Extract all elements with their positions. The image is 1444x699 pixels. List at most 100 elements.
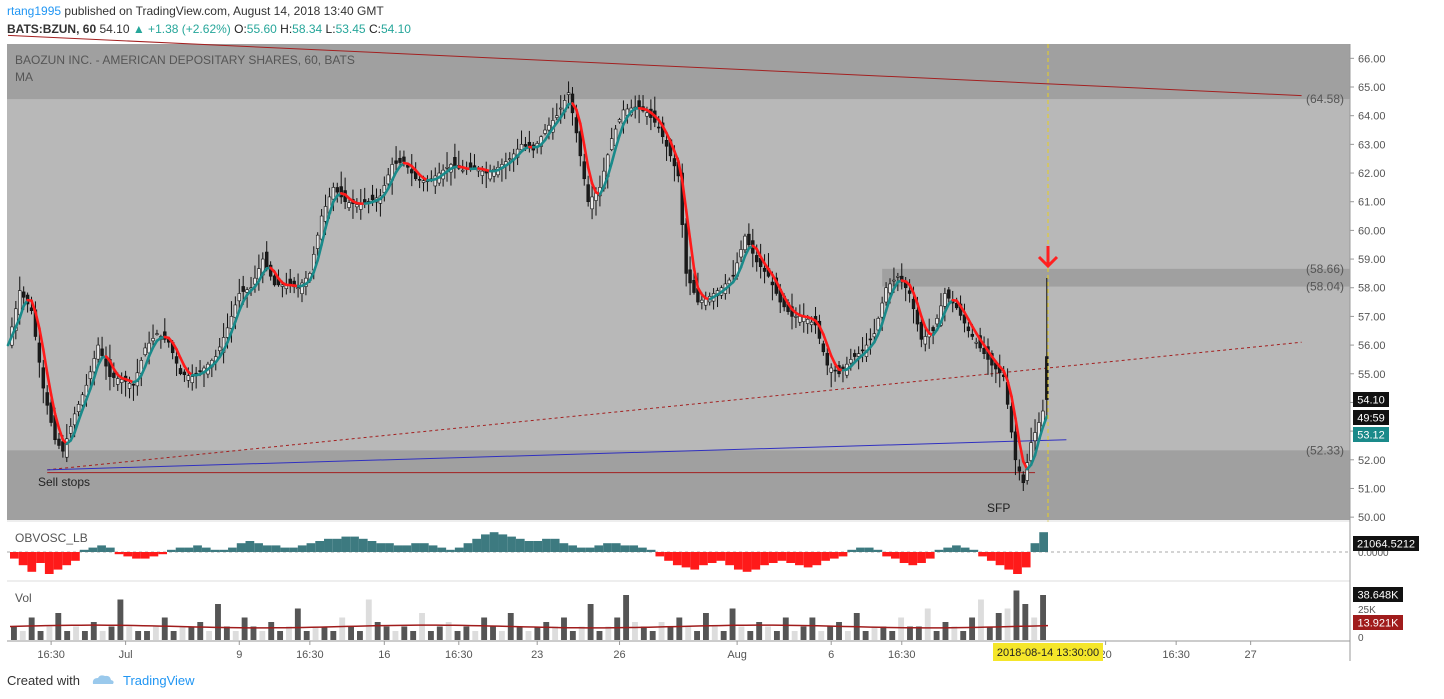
- svg-text:21064.5212: 21064.5212: [1357, 539, 1415, 551]
- ma-segment: [92, 363, 100, 379]
- volume-bar: [667, 626, 674, 640]
- volume-title: Vol: [15, 591, 32, 605]
- ma-segment: [14, 316, 22, 329]
- ma-segment: [688, 237, 696, 270]
- candle-body: [112, 372, 116, 378]
- candle-body: [508, 158, 512, 160]
- obvosc-bar: [568, 545, 577, 552]
- ma-segment: [743, 247, 751, 258]
- level-label: (58.66): [1306, 262, 1344, 276]
- volume-bar: [738, 626, 745, 640]
- volume-bar: [250, 626, 257, 640]
- candle-body: [335, 187, 339, 193]
- candle-body: [645, 112, 649, 117]
- candle-body: [762, 267, 767, 272]
- volume-bar: [720, 631, 727, 640]
- obvosc-bar: [324, 538, 333, 552]
- volume-bar: [294, 608, 301, 640]
- obvosc-bar: [725, 552, 734, 566]
- volume-bar: [427, 631, 434, 640]
- ma-segment: [257, 272, 265, 283]
- chart-canvas[interactable]: 50.0051.0052.0053.0054.0055.0056.0057.00…: [0, 0, 1444, 670]
- candle-body: [523, 144, 528, 147]
- ma-segment: [230, 320, 237, 334]
- candle-body: [833, 369, 837, 372]
- candle-body: [935, 318, 939, 325]
- volume-bar: [614, 617, 621, 640]
- ma-segment: [53, 412, 61, 430]
- candle-body: [872, 333, 877, 338]
- candle-body: [943, 293, 947, 307]
- volume-bar: [454, 631, 461, 640]
- obvosc-bar: [829, 552, 839, 559]
- obvosc-bar: [297, 545, 307, 552]
- x-tick-label: 16:30: [1162, 649, 1190, 661]
- candle-body: [1029, 442, 1033, 461]
- volume-bar: [197, 622, 204, 640]
- obvosc-bar: [18, 552, 28, 566]
- volume-bar: [241, 617, 248, 640]
- ma-segment: [735, 265, 743, 278]
- obvosc-bar: [542, 538, 551, 552]
- zone-0: [7, 44, 1350, 100]
- main-chart-title: BAOZUN INC. - AMERICAN DEPOSITARY SHARES…: [15, 53, 355, 67]
- obvosc-bar: [123, 552, 133, 557]
- volume-bar: [543, 622, 550, 640]
- volume-bar: [986, 626, 993, 640]
- candle-body: [296, 287, 300, 290]
- candle-body: [692, 279, 696, 293]
- obvosc-bar: [917, 552, 926, 563]
- published-text: published on TradingView.com, August 14,…: [64, 4, 384, 18]
- candle-body: [92, 358, 96, 373]
- volume-bar: [135, 631, 142, 640]
- ma-segment: [822, 333, 829, 347]
- obvosc-bar: [149, 552, 159, 557]
- volume-bar: [19, 631, 26, 640]
- candle-body: [1017, 466, 1022, 472]
- ma-segment: [967, 317, 974, 328]
- volume-bar: [809, 617, 816, 640]
- candle-body: [421, 180, 426, 183]
- candle-body: [386, 174, 390, 185]
- obvosc-bar: [114, 552, 124, 555]
- volume-bar: [339, 617, 346, 640]
- ma-segment: [673, 149, 680, 163]
- author-link[interactable]: rtang1995: [7, 4, 62, 18]
- volume-bar: [37, 631, 44, 640]
- obvosc-bar: [847, 549, 857, 552]
- volume-bar: [960, 631, 967, 640]
- candle-body: [1021, 474, 1025, 484]
- volume-bar: [117, 599, 124, 640]
- volume-zero-label: 0: [1358, 633, 1364, 644]
- volume-ma-line: [9, 624, 1049, 629]
- volume-bar: [915, 626, 922, 640]
- ma-segment: [590, 182, 598, 194]
- ma-segment: [829, 354, 837, 366]
- candle-body: [96, 344, 100, 360]
- obvosc-bar: [925, 552, 935, 559]
- obvosc-bars: [10, 532, 1048, 574]
- candle-body: [555, 115, 559, 118]
- volume-bar: [889, 631, 896, 640]
- obvosc-bar: [175, 547, 185, 552]
- moving-average: [6, 102, 1049, 471]
- volume-bar: [161, 617, 168, 640]
- candle-body: [461, 169, 465, 172]
- footer-brand-link[interactable]: TradingView: [123, 673, 195, 688]
- obvosc-bar: [341, 536, 351, 552]
- obvosc-bar: [795, 552, 804, 566]
- candle-body: [72, 413, 77, 426]
- volume-bar: [862, 631, 869, 640]
- ma-segment: [622, 115, 629, 126]
- obvosc-bar: [960, 547, 970, 552]
- volume-bar: [152, 626, 159, 640]
- candle-body: [805, 318, 810, 324]
- volume-bar: [419, 613, 425, 640]
- candle-body: [688, 269, 692, 284]
- volume-bar: [472, 631, 479, 640]
- candle-body: [1013, 431, 1018, 461]
- candle-body: [739, 249, 743, 258]
- candle-body: [876, 318, 880, 331]
- obvosc-bar: [97, 545, 106, 552]
- obvosc-bar: [1004, 552, 1014, 570]
